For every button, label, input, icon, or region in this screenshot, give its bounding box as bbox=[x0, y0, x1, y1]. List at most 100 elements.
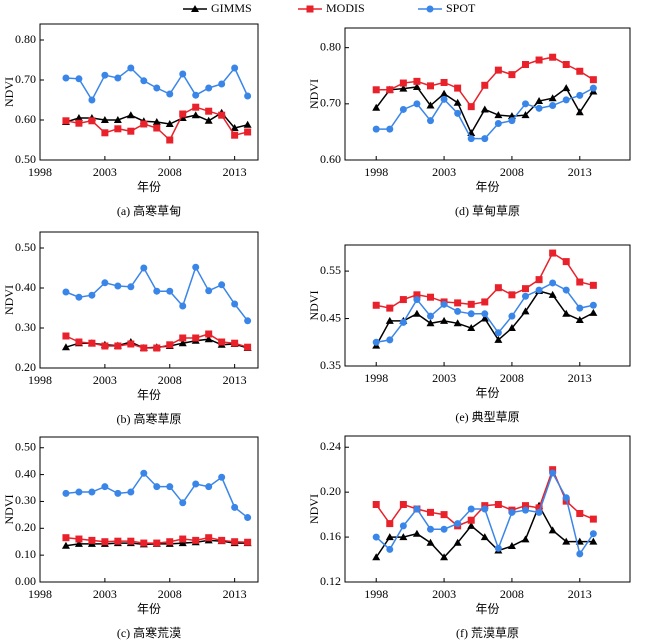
data-point bbox=[100, 116, 109, 123]
data-point bbox=[101, 538, 109, 546]
data-point bbox=[88, 339, 96, 347]
data-point bbox=[480, 314, 489, 322]
data-point bbox=[453, 98, 462, 106]
x-tick-label: 2013 bbox=[568, 371, 592, 385]
data-point bbox=[205, 483, 213, 491]
x-tick-label: 2003 bbox=[93, 165, 117, 179]
y-tick-label: 0.70 bbox=[320, 96, 341, 110]
data-point bbox=[88, 488, 96, 496]
data-point bbox=[399, 318, 407, 326]
y-axis-label: NDVI bbox=[2, 495, 16, 525]
data-point bbox=[231, 503, 239, 511]
data-point bbox=[372, 125, 380, 133]
data-point bbox=[507, 542, 516, 550]
data-point bbox=[231, 339, 239, 347]
data-point bbox=[399, 533, 408, 541]
data-point bbox=[562, 84, 571, 92]
data-point bbox=[440, 316, 449, 324]
data-point bbox=[467, 516, 475, 524]
data-point bbox=[101, 483, 109, 491]
data-point bbox=[192, 91, 200, 99]
y-axis-label: NDVI bbox=[307, 79, 321, 109]
data-point bbox=[413, 505, 421, 513]
data-point bbox=[481, 135, 489, 143]
data-point bbox=[101, 342, 109, 350]
data-point bbox=[521, 111, 530, 119]
series-line bbox=[375, 471, 594, 556]
data-point bbox=[467, 135, 475, 143]
x-tick-label: 2003 bbox=[432, 587, 456, 601]
data-point bbox=[231, 64, 239, 72]
data-point bbox=[589, 301, 597, 309]
data-point bbox=[535, 104, 543, 112]
plot-frame bbox=[39, 23, 259, 161]
data-point bbox=[562, 537, 571, 545]
x-tick-label: 2013 bbox=[568, 165, 592, 179]
data-point bbox=[399, 84, 408, 92]
data-point bbox=[166, 90, 174, 98]
data-point bbox=[412, 82, 421, 90]
x-axis-label: 年份 bbox=[137, 602, 161, 616]
data-point bbox=[386, 545, 394, 553]
data-point bbox=[562, 258, 570, 266]
data-point bbox=[454, 109, 462, 117]
data-point bbox=[386, 520, 394, 528]
data-point bbox=[576, 278, 584, 286]
data-point bbox=[507, 324, 516, 332]
data-point bbox=[140, 264, 148, 272]
data-point bbox=[576, 550, 584, 558]
plot-frame bbox=[344, 27, 631, 161]
x-axis-label: 年份 bbox=[137, 180, 161, 194]
data-point bbox=[372, 86, 380, 94]
y-tick-label: 0.30 bbox=[15, 493, 36, 507]
data-point bbox=[399, 79, 407, 87]
y-tick-label: 0.16 bbox=[320, 529, 341, 543]
data-point bbox=[205, 107, 213, 115]
y-tick-label: 0.20 bbox=[320, 484, 341, 498]
data-point bbox=[467, 521, 476, 529]
plot-frame bbox=[344, 244, 631, 367]
data-point bbox=[205, 534, 213, 542]
data-point bbox=[480, 105, 489, 113]
series-line bbox=[375, 467, 594, 527]
x-axis-label: 年份 bbox=[475, 602, 499, 616]
data-point bbox=[412, 529, 421, 537]
data-point bbox=[589, 530, 597, 538]
data-point bbox=[412, 309, 421, 317]
data-point bbox=[508, 71, 516, 79]
data-point bbox=[205, 287, 213, 295]
y-tick-label: 0.80 bbox=[320, 39, 341, 53]
data-point bbox=[467, 505, 475, 513]
data-point bbox=[204, 116, 213, 124]
data-point bbox=[494, 544, 502, 552]
y-axis-label: NDVI bbox=[2, 285, 16, 315]
data-point bbox=[166, 287, 174, 295]
y-tick-label: 0.60 bbox=[320, 152, 341, 166]
data-point bbox=[244, 92, 252, 100]
data-point bbox=[481, 310, 489, 318]
data-point bbox=[426, 538, 435, 546]
data-point bbox=[127, 64, 135, 72]
data-point bbox=[494, 335, 503, 343]
data-point bbox=[372, 553, 381, 561]
data-point bbox=[494, 501, 502, 509]
data-point bbox=[88, 117, 96, 125]
data-point bbox=[88, 96, 96, 104]
data-point bbox=[153, 287, 161, 295]
data-point bbox=[522, 285, 529, 293]
data-point bbox=[399, 296, 407, 304]
data-point bbox=[589, 84, 597, 92]
x-axis-label: 年份 bbox=[475, 180, 499, 194]
data-point bbox=[114, 489, 122, 497]
data-point bbox=[535, 56, 543, 64]
x-tick-label: 2008 bbox=[158, 373, 182, 387]
chart-title: (a) 高寒草甸 bbox=[117, 203, 181, 218]
data-point bbox=[576, 91, 584, 99]
y-tick-label: 0.80 bbox=[15, 32, 36, 46]
data-point bbox=[153, 124, 161, 132]
data-point bbox=[192, 480, 200, 488]
chart-title: (d) 草甸草原 bbox=[455, 204, 520, 218]
data-point bbox=[440, 511, 448, 519]
data-point bbox=[440, 553, 449, 561]
x-tick-label: 2013 bbox=[223, 165, 247, 179]
